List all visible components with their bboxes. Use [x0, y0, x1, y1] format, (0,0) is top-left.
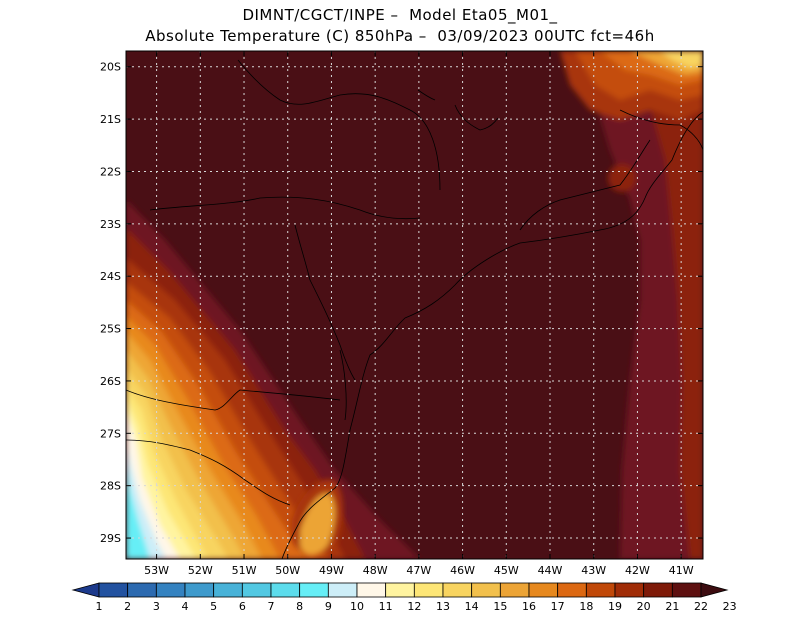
colorbar-box: [413, 582, 444, 598]
colorbar-label: 14: [465, 600, 479, 613]
colorbar-label: 9: [325, 600, 332, 613]
band-9: [126, 465, 150, 559]
lat-label: 20S: [100, 61, 121, 74]
colorbar-box: [499, 582, 530, 598]
colorbar-box: [528, 582, 559, 598]
colorbar-label: 4: [182, 600, 189, 613]
lon-label: 41W: [669, 564, 694, 577]
east-pocket: [608, 164, 636, 192]
colorbar-label: 6: [239, 600, 246, 613]
lat-label: 26S: [100, 375, 121, 388]
colorbar-box: [671, 582, 702, 598]
colorbar-box: [585, 582, 616, 598]
axis-ticks: [126, 51, 703, 559]
state-border-5: [126, 439, 291, 506]
lon-label: 47W: [406, 564, 431, 577]
colorbar-label: 10: [350, 600, 364, 613]
colorbar-label: 11: [379, 600, 393, 613]
lon-label: 49W: [319, 564, 344, 577]
state-border-7: [519, 139, 651, 231]
lon-label: 44W: [538, 564, 563, 577]
east-band-21: [640, 51, 703, 559]
lat-label: 24S: [100, 270, 121, 283]
colorbar-box: [643, 582, 673, 598]
colorbar-box: [385, 582, 415, 598]
colorbar-arrow-low: [71, 582, 100, 598]
colorbar-label: 2: [124, 600, 131, 613]
colorbar-box: [213, 582, 243, 598]
lat-label: 28S: [100, 480, 121, 493]
colorbar-label: 12: [407, 600, 421, 613]
colorbar-label: 5: [210, 600, 217, 613]
colorbar-label: 21: [665, 600, 679, 613]
colorbar-label: 7: [268, 600, 275, 613]
state-border-3: [294, 224, 356, 381]
colorbar-arrow-high: [700, 582, 729, 598]
colorbar-box: [471, 582, 501, 598]
colorbar-label: 17: [551, 600, 565, 613]
colorbar-label: 18: [579, 600, 593, 613]
lat-label: 25S: [100, 323, 121, 336]
colorbar-box: [241, 582, 272, 598]
lake-1: [454, 104, 499, 131]
lon-label: 50W: [275, 564, 300, 577]
lat-label: 22S: [100, 165, 121, 178]
lon-label: 45W: [494, 564, 519, 577]
map-title-line1: DIMNT/CGCT/INPE – Model Eta05_M01_: [242, 6, 558, 24]
colorbar-label: 15: [493, 600, 507, 613]
colorbar-box: [356, 582, 387, 598]
colorbar-label: 8: [296, 600, 303, 613]
state-border-1: [149, 196, 421, 220]
lon-label: 42W: [625, 564, 650, 577]
colorbar-box: [557, 582, 587, 598]
colorbar-box: [184, 582, 215, 598]
coastline: [281, 111, 703, 559]
lat-label: 27S: [100, 427, 121, 440]
lon-label: 43W: [581, 564, 606, 577]
lake-2: [417, 89, 436, 101]
colorbar-label: 22: [694, 600, 708, 613]
map-frame: [125, 50, 704, 560]
colorbar-label: 1: [96, 600, 103, 613]
east-band-16: [660, 51, 703, 68]
colorbar-box: [614, 582, 645, 598]
lat-label: 23S: [100, 218, 121, 231]
latitude-labels: 20S 21S 22S 23S 24S 25S 26S 27S 28S 29S: [100, 61, 121, 545]
colorbar-box: [299, 582, 329, 598]
lon-label: 51W: [232, 564, 257, 577]
temperature-field: [126, 51, 703, 559]
lat-label: 29S: [100, 532, 121, 545]
longitude-labels: 53W 52W 51W 50W 49W 48W 47W 46W 45W 44W 43W 42W 41W: [144, 564, 694, 577]
colorbar-label: 19: [608, 600, 622, 613]
lon-label: 48W: [363, 564, 388, 577]
colorbar-label: 16: [522, 600, 536, 613]
colorbar-label: 3: [153, 600, 160, 613]
state-border-6: [339, 349, 347, 421]
colorbar-label: 13: [436, 600, 450, 613]
lat-label: 21S: [100, 113, 121, 126]
lon-label: 52W: [188, 564, 213, 577]
map-title-line2: Absolute Temperature (C) 850hPa – 03/09/…: [145, 27, 655, 45]
lon-label: 53W: [144, 564, 169, 577]
coastal-tongue-inner: [300, 493, 336, 556]
colorbar-box: [327, 582, 358, 598]
colorbar-box: [127, 582, 157, 598]
colorbar-box: [442, 582, 473, 598]
state-border-4: [126, 389, 341, 411]
lon-label: 46W: [450, 564, 475, 577]
graticule: [126, 51, 703, 559]
boundaries: [126, 59, 703, 559]
colorbar-box: [98, 582, 129, 598]
colorbar-label: 23: [723, 600, 737, 613]
colorbar-box: [270, 582, 301, 598]
colorbar-label: 20: [637, 600, 651, 613]
colorbar-box: [155, 582, 186, 598]
state-border-2: [237, 59, 441, 191]
